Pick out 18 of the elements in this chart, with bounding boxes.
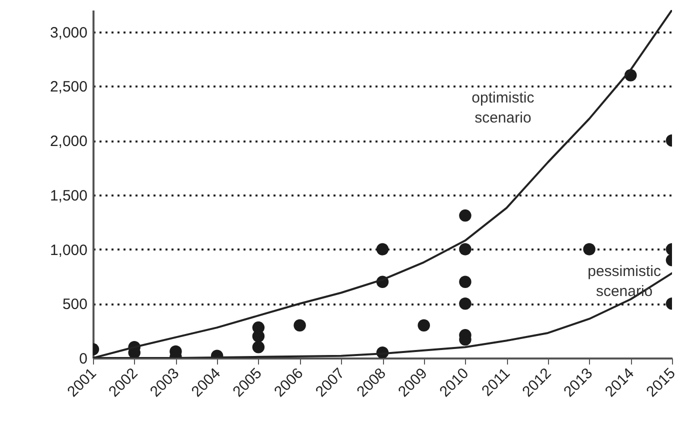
y-tick-label: 500 (62, 296, 88, 314)
text: optimistic scenario (472, 89, 535, 126)
point (418, 319, 430, 332)
y-tick-label: 2,000 (50, 133, 88, 150)
point (294, 319, 306, 332)
y-tick-label: 1,000 (50, 242, 88, 259)
point (252, 341, 265, 354)
point (459, 298, 472, 310)
point (459, 209, 472, 222)
y-tick-label: 2,500 (50, 78, 88, 96)
y-tick-label: 1,500 (50, 187, 88, 204)
point (459, 276, 472, 288)
point (583, 243, 596, 256)
y-tick-label: 3,000 (50, 24, 88, 42)
point (459, 243, 472, 256)
point (376, 243, 389, 256)
point (252, 330, 265, 342)
y-tick-label: 0 (79, 350, 88, 368)
